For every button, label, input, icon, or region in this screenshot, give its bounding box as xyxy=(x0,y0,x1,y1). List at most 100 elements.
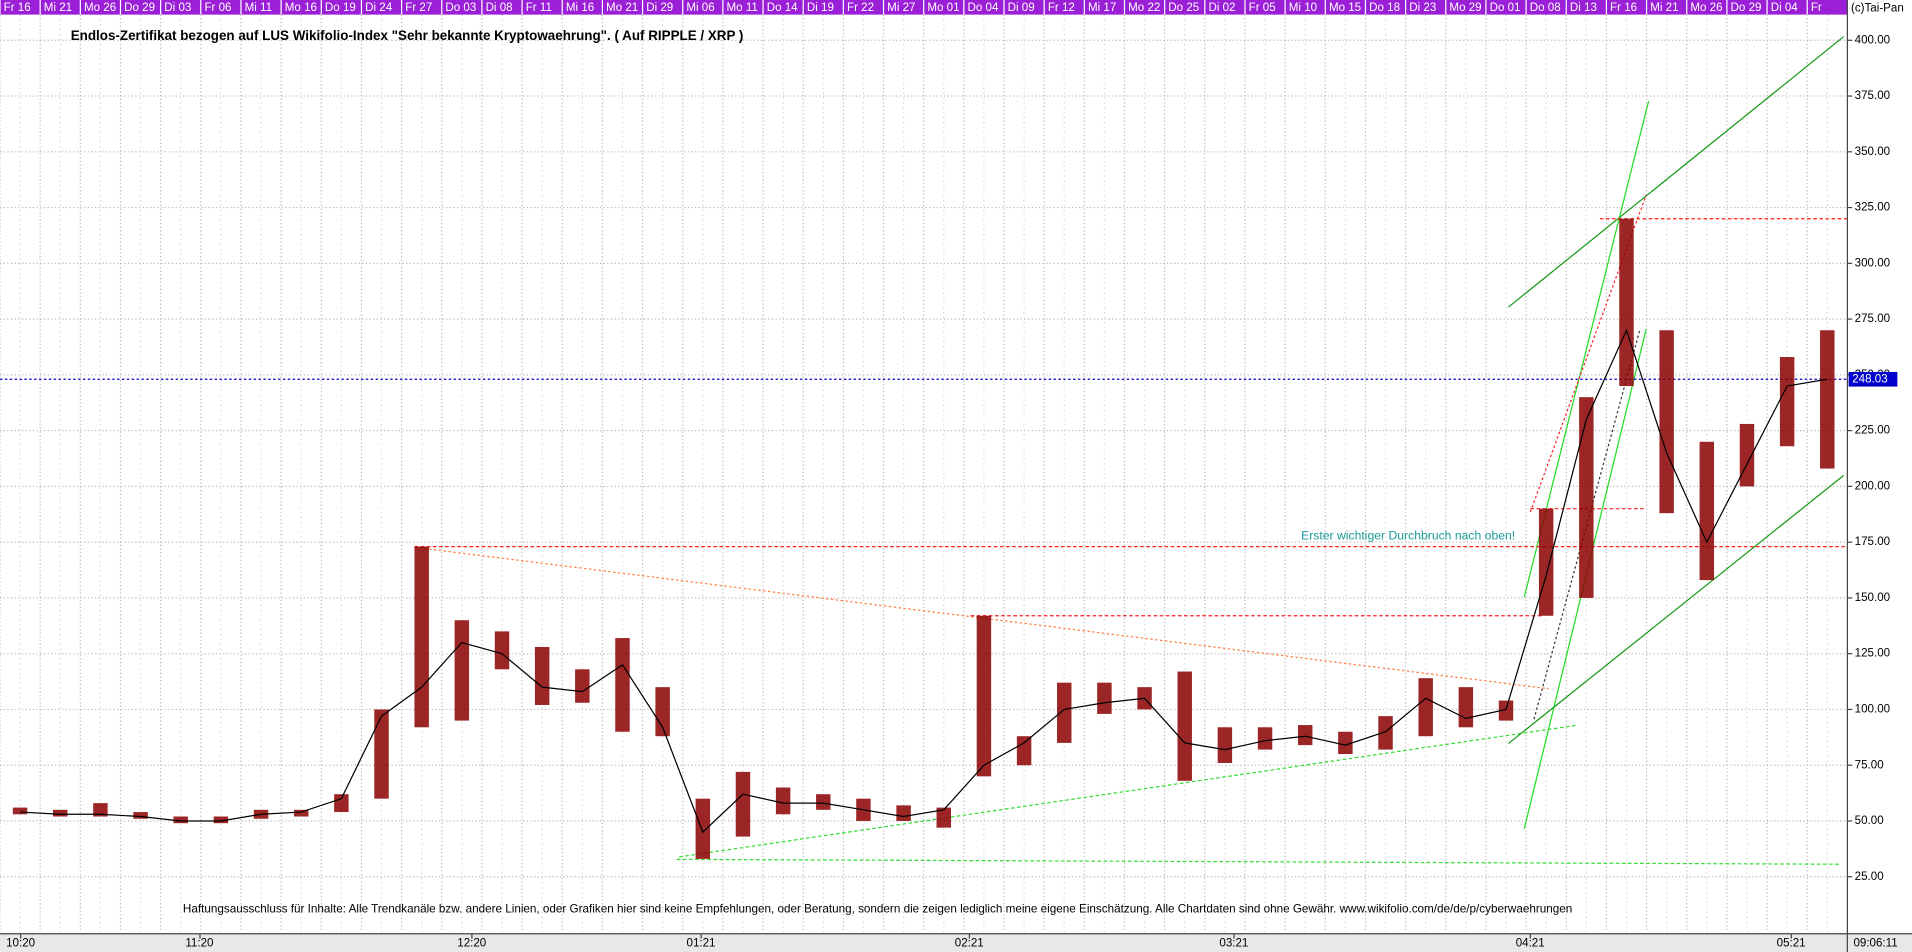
range-bar xyxy=(1177,671,1192,781)
x-tick-label: Mi 21 xyxy=(44,2,72,14)
range-bar xyxy=(53,809,68,817)
x-tick-label: Mo 21 xyxy=(606,2,638,14)
range-bar xyxy=(1779,357,1795,447)
y-tick-label: 375.00 xyxy=(1855,90,1890,102)
range-bar xyxy=(213,816,229,824)
y-tick-label: 300.00 xyxy=(1855,257,1890,269)
x-tick-label: Di 04 xyxy=(1771,2,1799,14)
range-bar xyxy=(1820,330,1835,469)
month-label: 01:21 xyxy=(687,938,716,950)
x-tick-label: Mo 22 xyxy=(1128,2,1160,14)
y-tick-label: 100.00 xyxy=(1855,704,1890,716)
x-tick-label: Mo 29 xyxy=(1449,2,1481,14)
x-tick-label: Mi 27 xyxy=(887,2,915,14)
x-tick-label: Fr 22 xyxy=(847,2,874,14)
x-tick-label: Fr 12 xyxy=(1048,2,1075,14)
x-tick-label: Di 09 xyxy=(1008,2,1035,14)
range-bar xyxy=(615,638,630,732)
range-bar xyxy=(896,805,911,821)
x-tick-label: Mo 26 xyxy=(1690,2,1722,14)
month-label: 05:21 xyxy=(1777,938,1806,950)
source: (c)Tai-Pan xyxy=(1851,3,1904,15)
range-bar xyxy=(12,807,28,815)
trend-line xyxy=(679,724,1577,858)
x-tick-label: Mi 10 xyxy=(1289,2,1317,14)
x-tick-label: Do 29 xyxy=(1731,2,1762,14)
x-tick-label: Mo 16 xyxy=(285,2,317,14)
range-bar xyxy=(414,546,429,728)
range-bar xyxy=(1257,727,1273,750)
range-bar xyxy=(293,809,309,817)
range-bar xyxy=(334,794,349,813)
range-bar xyxy=(1458,687,1474,728)
disclaimer: Haftungsausschluss für Inhalte: Alle Tre… xyxy=(183,902,1572,915)
x-tick-label: Do 25 xyxy=(1168,2,1199,14)
range-bar xyxy=(1699,441,1715,581)
x-tick-label: Do 29 xyxy=(124,2,155,14)
x-tick-label: Mi 11 xyxy=(245,2,272,14)
range-bar xyxy=(1217,727,1233,763)
x-tick-label: Mi 17 xyxy=(1088,2,1116,14)
x-tick-label: Do 19 xyxy=(325,2,356,14)
range-bar xyxy=(575,669,590,703)
x-tick-label: Fr xyxy=(1811,2,1822,14)
month-label: 02:21 xyxy=(955,938,984,950)
trend-line xyxy=(676,858,1842,865)
x-tick-label: Mo 15 xyxy=(1329,2,1361,14)
range-bar xyxy=(976,615,992,777)
y-tick-label: 50.00 xyxy=(1855,815,1884,827)
x-tick-label: Do 18 xyxy=(1369,2,1400,14)
range-bar xyxy=(1297,725,1313,746)
month-label: 03:21 xyxy=(1219,938,1248,950)
y-tick-label: 125.00 xyxy=(1855,648,1890,660)
month-label: 04:21 xyxy=(1516,938,1545,950)
x-tick-label: Mo 01 xyxy=(927,2,959,14)
chart-title: Endlos-Zertifikat bezogen auf LUS Wikifo… xyxy=(71,28,744,43)
last-value-label: 248.03 xyxy=(1852,373,1887,385)
marks xyxy=(0,218,1848,859)
y-tick-label: 175.00 xyxy=(1855,536,1890,548)
close-line xyxy=(20,328,1828,834)
range-bar xyxy=(735,771,751,837)
y-tick-label: 150.00 xyxy=(1855,592,1890,604)
range-bar xyxy=(454,620,470,721)
range-bar xyxy=(1016,736,1032,766)
y-tick-label: 400.00 xyxy=(1855,34,1890,46)
y-tick-label: 325.00 xyxy=(1855,202,1890,214)
range-bar xyxy=(1097,682,1112,714)
range-bar xyxy=(775,787,791,815)
y-tick-label: 350.00 xyxy=(1855,146,1890,158)
range-bar xyxy=(1418,678,1433,737)
x-tick-label: Do 01 xyxy=(1490,2,1521,14)
y-tick-label: 225.00 xyxy=(1855,425,1890,437)
range-bar xyxy=(1619,218,1634,387)
timestamp: 09:06:11 xyxy=(1853,938,1897,950)
trend-line xyxy=(1508,474,1845,745)
x-tick-label: Fr 16 xyxy=(4,2,31,14)
last-value-box xyxy=(1848,371,1898,387)
range-bar xyxy=(173,816,188,824)
grid xyxy=(0,14,1848,933)
month-label: 10:20 xyxy=(6,938,35,950)
x-tick-label: Fr 27 xyxy=(405,2,432,14)
range-bar xyxy=(374,709,389,799)
range-bar xyxy=(1538,508,1554,616)
x-tick-label: Mo 11 xyxy=(727,2,758,14)
x-tick-label: Di 19 xyxy=(807,2,834,14)
x-tick-label: Do 14 xyxy=(767,2,798,14)
x-tick-label: Di 08 xyxy=(486,2,513,14)
x-tick-label: Fr 06 xyxy=(204,2,231,14)
x-tick-label: Do 03 xyxy=(445,2,476,14)
range-bar xyxy=(936,807,951,828)
x-tick-label: Mi 16 xyxy=(566,2,594,14)
x-tick-label: Do 04 xyxy=(968,2,999,14)
x-tick-label: Do 08 xyxy=(1530,2,1561,14)
range-bar xyxy=(695,798,711,859)
range-bar xyxy=(1498,700,1514,721)
trend-line xyxy=(1507,36,1845,308)
month-label: 11:20 xyxy=(185,938,213,950)
